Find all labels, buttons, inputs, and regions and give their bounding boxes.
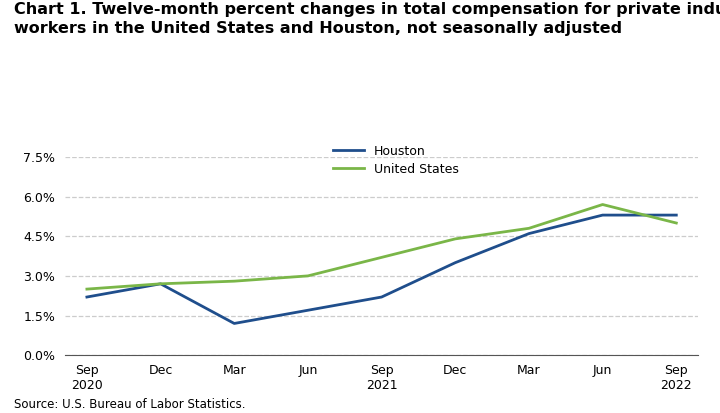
United States bbox=[672, 221, 680, 225]
Houston bbox=[377, 294, 386, 299]
Houston bbox=[304, 308, 312, 313]
Houston bbox=[525, 231, 534, 236]
Houston bbox=[598, 213, 607, 218]
Houston bbox=[83, 294, 91, 299]
Houston bbox=[672, 213, 680, 218]
United States bbox=[156, 281, 165, 286]
United States bbox=[377, 255, 386, 260]
Legend: Houston, United States: Houston, United States bbox=[333, 145, 459, 176]
Line: Houston: Houston bbox=[87, 215, 676, 323]
United States bbox=[230, 279, 238, 284]
Line: United States: United States bbox=[87, 204, 676, 289]
Houston bbox=[156, 281, 165, 286]
Houston bbox=[451, 260, 459, 265]
United States bbox=[83, 287, 91, 292]
United States bbox=[451, 236, 459, 241]
Text: Chart 1. Twelve-month percent changes in total compensation for private industry: Chart 1. Twelve-month percent changes in… bbox=[14, 2, 720, 36]
Houston bbox=[230, 321, 238, 326]
United States bbox=[525, 226, 534, 231]
United States bbox=[598, 202, 607, 207]
United States bbox=[304, 273, 312, 278]
Text: Source: U.S. Bureau of Labor Statistics.: Source: U.S. Bureau of Labor Statistics. bbox=[14, 398, 246, 411]
